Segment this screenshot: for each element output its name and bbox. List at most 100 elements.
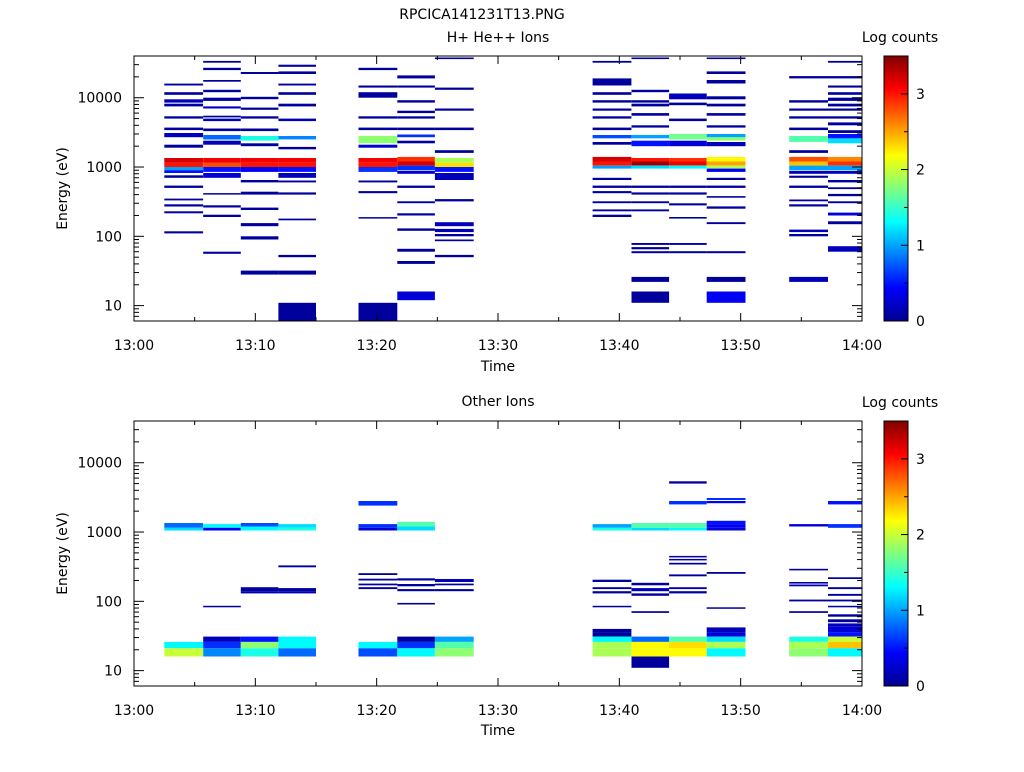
heatmap-cell xyxy=(203,636,241,642)
heatmap-cell xyxy=(631,636,670,642)
heatmap-cell xyxy=(631,648,670,657)
heatmap-cell xyxy=(240,236,279,240)
heatmap-cell xyxy=(164,99,204,103)
heatmap-cell xyxy=(397,116,435,119)
heatmap-cell xyxy=(631,593,670,596)
heatmap-cell xyxy=(278,527,316,531)
heatmap-cell xyxy=(669,481,707,484)
heatmap-cell xyxy=(434,239,474,242)
heatmap-cell xyxy=(828,246,862,252)
heatmap-cell xyxy=(358,116,398,119)
y-tick-label: 1000 xyxy=(86,160,122,176)
heatmap-cell xyxy=(828,201,862,204)
heatmap-cell xyxy=(203,214,241,217)
heatmap-cell xyxy=(278,648,316,657)
heatmap-cell xyxy=(240,641,279,649)
heatmap-cell xyxy=(706,125,746,128)
heatmap-cell xyxy=(397,261,435,264)
heatmap-cell xyxy=(828,614,862,617)
heatmap-cell xyxy=(164,116,204,119)
heatmap-cell xyxy=(706,137,746,141)
colorbar-tick-label: 3 xyxy=(916,452,925,468)
heatmap-cell xyxy=(203,641,241,649)
heatmap-cell xyxy=(706,134,746,138)
heatmap-cell xyxy=(828,97,862,101)
y-tick-label: 1000 xyxy=(86,525,122,541)
heatmap-cell xyxy=(164,133,204,138)
heatmap-cell xyxy=(706,57,746,60)
heatmap-cell xyxy=(358,162,398,167)
heatmap-cell xyxy=(278,270,316,275)
heatmap-cell xyxy=(203,128,241,132)
heatmap-cell xyxy=(789,599,828,602)
heatmap-cell xyxy=(434,158,474,163)
heatmap-cell xyxy=(631,125,670,128)
heatmap-cell xyxy=(789,648,828,657)
heatmap-cell xyxy=(397,156,435,162)
heatmap-cell xyxy=(669,118,707,122)
heatmap-cell xyxy=(240,526,279,531)
heatmap-cell xyxy=(592,165,632,169)
heatmap-cell xyxy=(358,158,398,163)
heatmap-cell xyxy=(828,212,862,216)
heatmap-cell xyxy=(240,270,279,275)
heatmap-cell xyxy=(789,161,828,166)
colorbar-label: Log counts xyxy=(862,395,938,411)
heatmap-cell xyxy=(358,144,398,148)
heatmap-cell xyxy=(789,100,828,103)
heatmap-cell xyxy=(434,254,474,258)
heatmap-cell xyxy=(358,92,398,98)
heatmap-cells xyxy=(164,57,862,321)
heatmap-cell xyxy=(669,251,707,254)
heatmap-cell xyxy=(240,72,279,74)
heatmap-cell xyxy=(397,170,435,174)
heatmap-cell xyxy=(706,185,746,188)
heatmap-cell xyxy=(828,636,862,642)
heatmap-cell xyxy=(240,591,279,594)
heatmap-cell xyxy=(706,648,746,657)
heatmap-cell xyxy=(706,498,746,500)
heatmap-cell xyxy=(358,127,398,131)
heatmap-cell xyxy=(631,103,670,107)
heatmap-cell xyxy=(828,180,862,183)
heatmap-cell xyxy=(789,165,828,171)
heatmap-cell xyxy=(592,161,632,166)
heatmap-cell xyxy=(278,136,316,140)
heatmap-cell xyxy=(240,158,279,163)
heatmap-cell xyxy=(669,134,707,140)
heatmap-cell xyxy=(592,177,632,180)
heatmap-cell xyxy=(631,527,670,531)
heatmap-cell xyxy=(240,162,279,167)
heatmap-cell xyxy=(358,648,398,657)
heatmap-cell xyxy=(397,526,435,531)
heatmap-cell xyxy=(203,135,241,140)
heatmap-cell xyxy=(669,158,707,162)
heatmap-cell xyxy=(397,248,435,252)
heatmap-cell xyxy=(631,588,670,592)
heatmap-cell xyxy=(278,83,316,86)
heatmap-cell xyxy=(164,204,204,207)
heatmap-cell xyxy=(278,565,316,568)
heatmap-cell xyxy=(434,583,474,586)
heatmap-cell xyxy=(397,134,435,138)
x-axis: 13:00 13:10 13:20 13:30 13:40 13:50 14:00 xyxy=(114,421,882,719)
heatmap-cell xyxy=(397,291,435,301)
heatmap-cell xyxy=(828,648,862,657)
heatmap-cell xyxy=(706,527,746,531)
heatmap-cell xyxy=(789,185,828,188)
heatmap-cell xyxy=(669,161,707,166)
heatmap-cell xyxy=(789,127,828,131)
heatmap-cell xyxy=(397,100,435,103)
heatmap-cell xyxy=(706,291,746,303)
heatmap-cell xyxy=(706,156,746,162)
heatmap-cell xyxy=(203,97,241,101)
heatmap-cell xyxy=(592,191,632,194)
heatmap-cell xyxy=(631,523,670,528)
heatmap-cell xyxy=(631,251,670,254)
y-tick-label: 10000 xyxy=(77,456,122,472)
heatmap-cell xyxy=(358,85,398,88)
heatmap-cell xyxy=(397,228,435,231)
heatmap-cell xyxy=(358,67,398,71)
heatmap-cell xyxy=(203,67,241,71)
heatmap-cell xyxy=(203,118,241,122)
